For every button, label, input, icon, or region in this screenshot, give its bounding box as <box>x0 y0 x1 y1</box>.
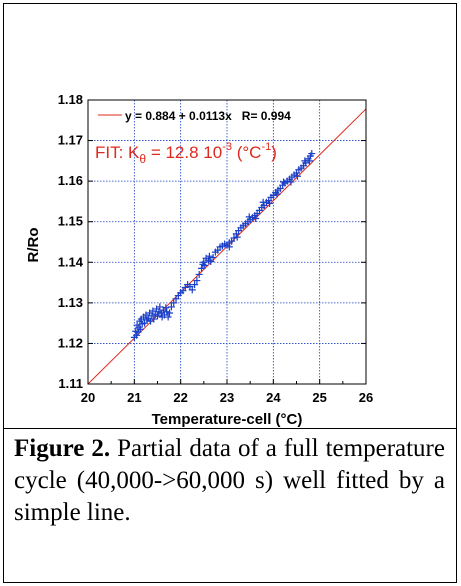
y-tick-label: 1.12 <box>58 335 83 350</box>
caption-divider <box>3 428 457 429</box>
data-point <box>287 178 295 186</box>
data-point <box>167 303 175 311</box>
data-point <box>133 331 141 339</box>
fit-k-value: = 12.8 10 <box>146 143 222 162</box>
data-point <box>252 214 260 222</box>
y-axis-label: R/Ro <box>25 228 42 263</box>
data-point <box>188 286 196 294</box>
y-tick-label: 1.11 <box>58 376 83 391</box>
data-point <box>207 257 215 265</box>
data-point <box>195 270 203 278</box>
data-point <box>162 304 170 312</box>
data-point <box>233 233 241 241</box>
data-point <box>201 262 209 270</box>
data-point <box>308 150 316 158</box>
fit-k-unit-open: (°C <box>232 143 261 162</box>
x-tick-label: 20 <box>81 390 95 405</box>
data-point <box>193 277 201 285</box>
legend: y = 0.884 + 0.0113x R= 0.994 FIT: Kθ = 1… <box>95 109 291 166</box>
data-point <box>225 243 233 251</box>
figure-caption: Figure 2. Partial data of a full tempera… <box>14 433 445 529</box>
caption-label: Figure 2. <box>14 435 111 462</box>
caption-text: Partial data of a full temperature cycle… <box>14 435 445 526</box>
data-point <box>230 234 238 242</box>
x-axis-label: Temperature-cell (°C) <box>152 411 303 428</box>
x-tick-label: 21 <box>127 390 141 405</box>
x-tick-label: 25 <box>312 390 326 405</box>
data-point <box>280 178 288 186</box>
x-tick-label: 22 <box>173 390 187 405</box>
data-point <box>209 253 217 261</box>
data-point <box>191 281 199 289</box>
x-tick-label: 23 <box>220 390 234 405</box>
fit-k-exponent: -3 <box>222 141 232 153</box>
x-tick-label: 24 <box>266 390 281 405</box>
y-tick-label: 1.17 <box>58 133 83 148</box>
data-point <box>205 252 213 260</box>
data-point <box>154 312 161 320</box>
y-tick-label: 1.16 <box>58 173 83 188</box>
y-tick-labels: 1.11 1.12 1.13 1.14 1.15 1.16 1.17 1.18 <box>58 92 84 391</box>
fit-k-unit-exponent: -1 <box>261 141 271 153</box>
data-point <box>245 213 253 221</box>
figure-frame <box>3 3 457 583</box>
data-point <box>150 315 158 323</box>
data-point <box>143 316 151 324</box>
y-tick-label: 1.14 <box>58 254 84 269</box>
y-tick-label: 1.18 <box>58 92 83 107</box>
y-tick-label: 1.15 <box>58 214 83 229</box>
x-tick-labels: 20 21 22 23 24 25 26 <box>81 390 373 405</box>
fit-k-subscript: θ <box>139 152 146 166</box>
data-point <box>259 198 267 206</box>
y-tick-label: 1.13 <box>58 295 83 310</box>
data-point <box>305 157 313 165</box>
legend-fit-equation: y = 0.884 + 0.0113x R= 0.994 <box>125 109 291 123</box>
fit-k-unit-close: ) <box>271 143 277 162</box>
data-point <box>166 309 174 317</box>
data-point <box>156 303 164 311</box>
fit-coefficient-label: FIT: Kθ = 12.8 10-3 (°C-1) <box>95 141 277 166</box>
x-tick-label: 26 <box>359 390 373 405</box>
chart: 1.111.121.131.141.151.161.171.18 20 21 22 2… <box>25 92 373 428</box>
data-point <box>293 172 301 180</box>
data-point <box>164 313 172 321</box>
data-point <box>136 325 144 333</box>
data-points <box>130 150 316 341</box>
data-point <box>273 190 281 198</box>
data-point <box>266 199 274 207</box>
data-point <box>170 299 178 307</box>
fit-k-prefix: FIT: K <box>95 143 140 162</box>
axis-ticks <box>87 99 367 385</box>
